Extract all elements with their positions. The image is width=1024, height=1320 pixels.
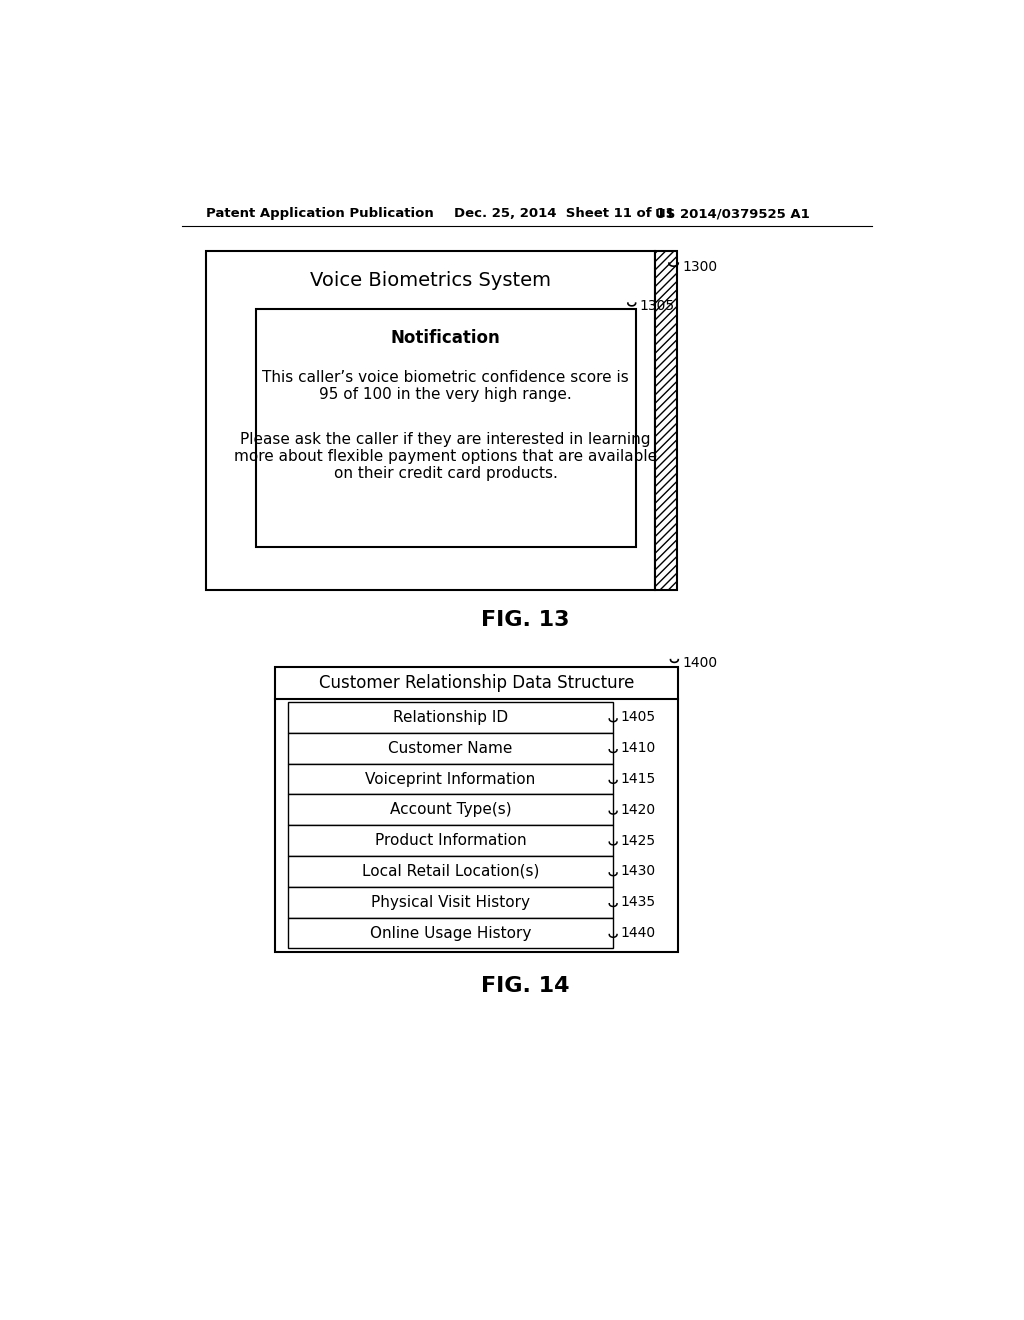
Text: Voiceprint Information: Voiceprint Information: [366, 771, 536, 787]
Text: FIG. 13: FIG. 13: [480, 610, 569, 631]
Text: Account Type(s): Account Type(s): [389, 803, 511, 817]
Text: Voice Biometrics System: Voice Biometrics System: [309, 271, 551, 289]
Bar: [288, 702, 613, 733]
Text: Customer Relationship Data Structure: Customer Relationship Data Structure: [319, 673, 635, 692]
Text: Product Information: Product Information: [375, 833, 526, 849]
Text: 1400: 1400: [682, 656, 717, 669]
Bar: [275, 667, 678, 952]
Text: 1415: 1415: [621, 772, 656, 785]
Bar: [288, 795, 613, 825]
Text: 1300: 1300: [683, 260, 718, 275]
Text: Dec. 25, 2014  Sheet 11 of 11: Dec. 25, 2014 Sheet 11 of 11: [454, 207, 674, 220]
Text: Please ask the caller if they are interested in learning: Please ask the caller if they are intere…: [241, 432, 651, 447]
Bar: [288, 825, 613, 857]
Bar: [288, 733, 613, 763]
Text: 95 of 100 in the very high range.: 95 of 100 in the very high range.: [319, 387, 572, 403]
Text: 1405: 1405: [621, 710, 656, 725]
Bar: [288, 855, 613, 887]
Text: 1305: 1305: [640, 300, 675, 313]
Bar: [288, 887, 613, 917]
Text: on their credit card products.: on their credit card products.: [334, 466, 558, 480]
Text: 1420: 1420: [621, 803, 656, 817]
Bar: [655, 251, 677, 590]
Bar: [206, 251, 655, 590]
Text: Online Usage History: Online Usage History: [370, 925, 531, 941]
Text: 1410: 1410: [621, 742, 656, 755]
Text: FIG. 14: FIG. 14: [480, 977, 569, 997]
Text: Local Retail Location(s): Local Retail Location(s): [361, 863, 539, 879]
Text: 1425: 1425: [621, 834, 656, 847]
Text: 1430: 1430: [621, 865, 656, 878]
Text: Notification: Notification: [391, 329, 501, 347]
Bar: [288, 763, 613, 795]
Bar: [256, 309, 636, 548]
Text: 1435: 1435: [621, 895, 656, 909]
Bar: [288, 917, 613, 948]
Text: Physical Visit History: Physical Visit History: [371, 895, 529, 909]
Text: 1440: 1440: [621, 927, 656, 940]
Text: Patent Application Publication: Patent Application Publication: [206, 207, 433, 220]
Text: more about flexible payment options that are available: more about flexible payment options that…: [234, 449, 657, 463]
Text: Customer Name: Customer Name: [388, 741, 513, 756]
Text: Relationship ID: Relationship ID: [393, 710, 508, 725]
Text: This caller’s voice biometric confidence score is: This caller’s voice biometric confidence…: [262, 371, 629, 385]
Text: US 2014/0379525 A1: US 2014/0379525 A1: [655, 207, 810, 220]
